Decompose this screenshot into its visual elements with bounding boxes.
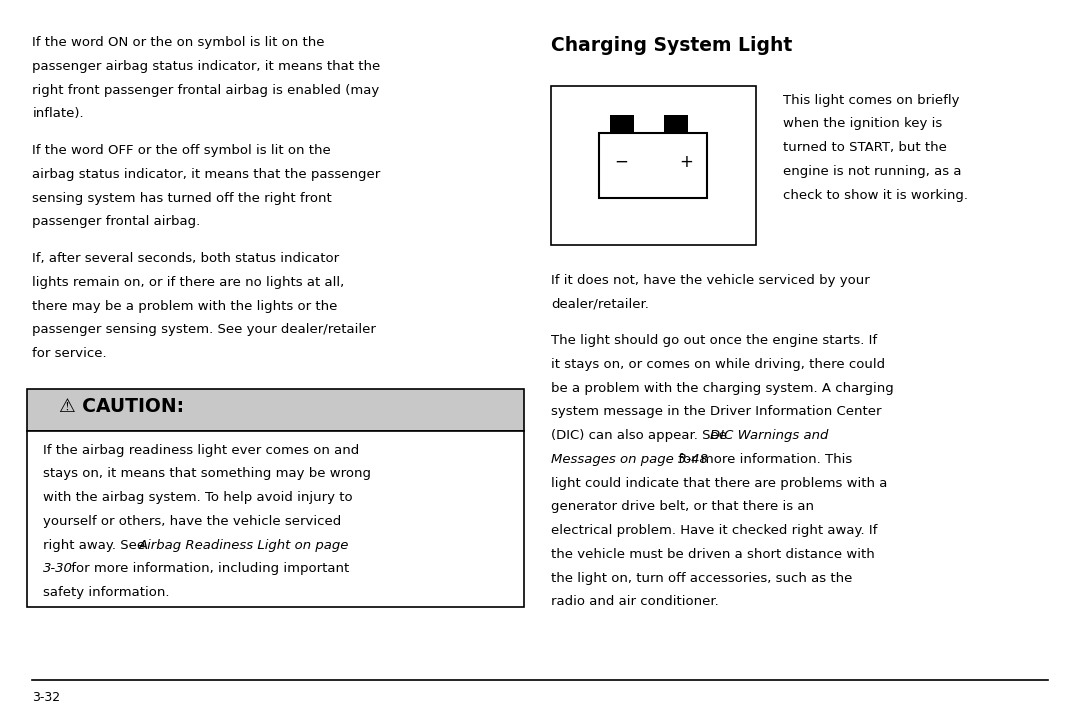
FancyBboxPatch shape	[599, 133, 707, 198]
Text: The light should go out once the engine starts. If: The light should go out once the engine …	[551, 334, 877, 347]
Text: +: +	[679, 153, 692, 171]
Text: radio and air conditioner.: radio and air conditioner.	[551, 595, 718, 608]
Text: If the airbag readiness light ever comes on and: If the airbag readiness light ever comes…	[43, 444, 360, 456]
Text: If the word OFF or the off symbol is lit on the: If the word OFF or the off symbol is lit…	[32, 144, 332, 157]
FancyBboxPatch shape	[551, 86, 756, 245]
Text: right front passenger frontal airbag is enabled (may: right front passenger frontal airbag is …	[32, 84, 380, 96]
Text: passenger sensing system. See your dealer/retailer: passenger sensing system. See your deale…	[32, 323, 376, 336]
Text: right away. See: right away. See	[43, 539, 149, 552]
Text: passenger frontal airbag.: passenger frontal airbag.	[32, 215, 201, 228]
Text: DIC Warnings and: DIC Warnings and	[710, 429, 828, 442]
Text: light could indicate that there are problems with a: light could indicate that there are prob…	[551, 477, 887, 490]
Text: Charging System Light: Charging System Light	[551, 36, 792, 55]
Text: for more information. This: for more information. This	[674, 453, 852, 466]
Text: the light on, turn off accessories, such as the: the light on, turn off accessories, such…	[551, 572, 852, 585]
Text: Airbag Readiness Light on page: Airbag Readiness Light on page	[138, 539, 349, 552]
Text: system message in the Driver Information Center: system message in the Driver Information…	[551, 405, 881, 418]
Text: when the ignition key is: when the ignition key is	[783, 117, 942, 130]
Text: (DIC) can also appear. See: (DIC) can also appear. See	[551, 429, 731, 442]
Text: for more information, including important: for more information, including importan…	[67, 562, 349, 575]
Text: Messages on page 3-48: Messages on page 3-48	[551, 453, 707, 466]
Text: inflate).: inflate).	[32, 107, 84, 120]
Text: yourself or others, have the vehicle serviced: yourself or others, have the vehicle ser…	[43, 515, 341, 528]
Text: with the airbag system. To help avoid injury to: with the airbag system. To help avoid in…	[43, 491, 353, 504]
Text: 3-32: 3-32	[32, 691, 60, 704]
Text: If the word ON or the on symbol is lit on the: If the word ON or the on symbol is lit o…	[32, 36, 325, 49]
Text: there may be a problem with the lights or the: there may be a problem with the lights o…	[32, 300, 338, 312]
Text: If it does not, have the vehicle serviced by your: If it does not, have the vehicle service…	[551, 274, 869, 287]
Text: safety information.: safety information.	[43, 586, 170, 599]
FancyBboxPatch shape	[27, 431, 524, 607]
Text: engine is not running, as a: engine is not running, as a	[783, 165, 961, 178]
Text: it stays on, or comes on while driving, there could: it stays on, or comes on while driving, …	[551, 358, 885, 371]
FancyBboxPatch shape	[27, 389, 524, 431]
Text: ⚠ CAUTION:: ⚠ CAUTION:	[59, 397, 185, 415]
Text: the vehicle must be driven a short distance with: the vehicle must be driven a short dista…	[551, 548, 875, 561]
Text: stays on, it means that something may be wrong: stays on, it means that something may be…	[43, 467, 372, 480]
Text: −: −	[615, 153, 627, 171]
Text: generator drive belt, or that there is an: generator drive belt, or that there is a…	[551, 500, 814, 513]
Text: 3-30: 3-30	[43, 562, 73, 575]
Text: lights remain on, or if there are no lights at all,: lights remain on, or if there are no lig…	[32, 276, 345, 289]
Text: check to show it is working.: check to show it is working.	[783, 189, 968, 202]
Text: dealer/retailer.: dealer/retailer.	[551, 297, 649, 310]
FancyBboxPatch shape	[664, 115, 688, 133]
Text: for service.: for service.	[32, 347, 107, 360]
Text: If, after several seconds, both status indicator: If, after several seconds, both status i…	[32, 252, 339, 265]
Text: sensing system has turned off the right front: sensing system has turned off the right …	[32, 192, 333, 204]
Text: airbag status indicator, it means that the passenger: airbag status indicator, it means that t…	[32, 168, 380, 181]
Text: turned to START, but the: turned to START, but the	[783, 141, 947, 154]
Text: be a problem with the charging system. A charging: be a problem with the charging system. A…	[551, 382, 893, 395]
FancyBboxPatch shape	[610, 115, 634, 133]
Text: This light comes on briefly: This light comes on briefly	[783, 94, 959, 107]
Text: passenger airbag status indicator, it means that the: passenger airbag status indicator, it me…	[32, 60, 380, 73]
Text: electrical problem. Have it checked right away. If: electrical problem. Have it checked righ…	[551, 524, 877, 537]
